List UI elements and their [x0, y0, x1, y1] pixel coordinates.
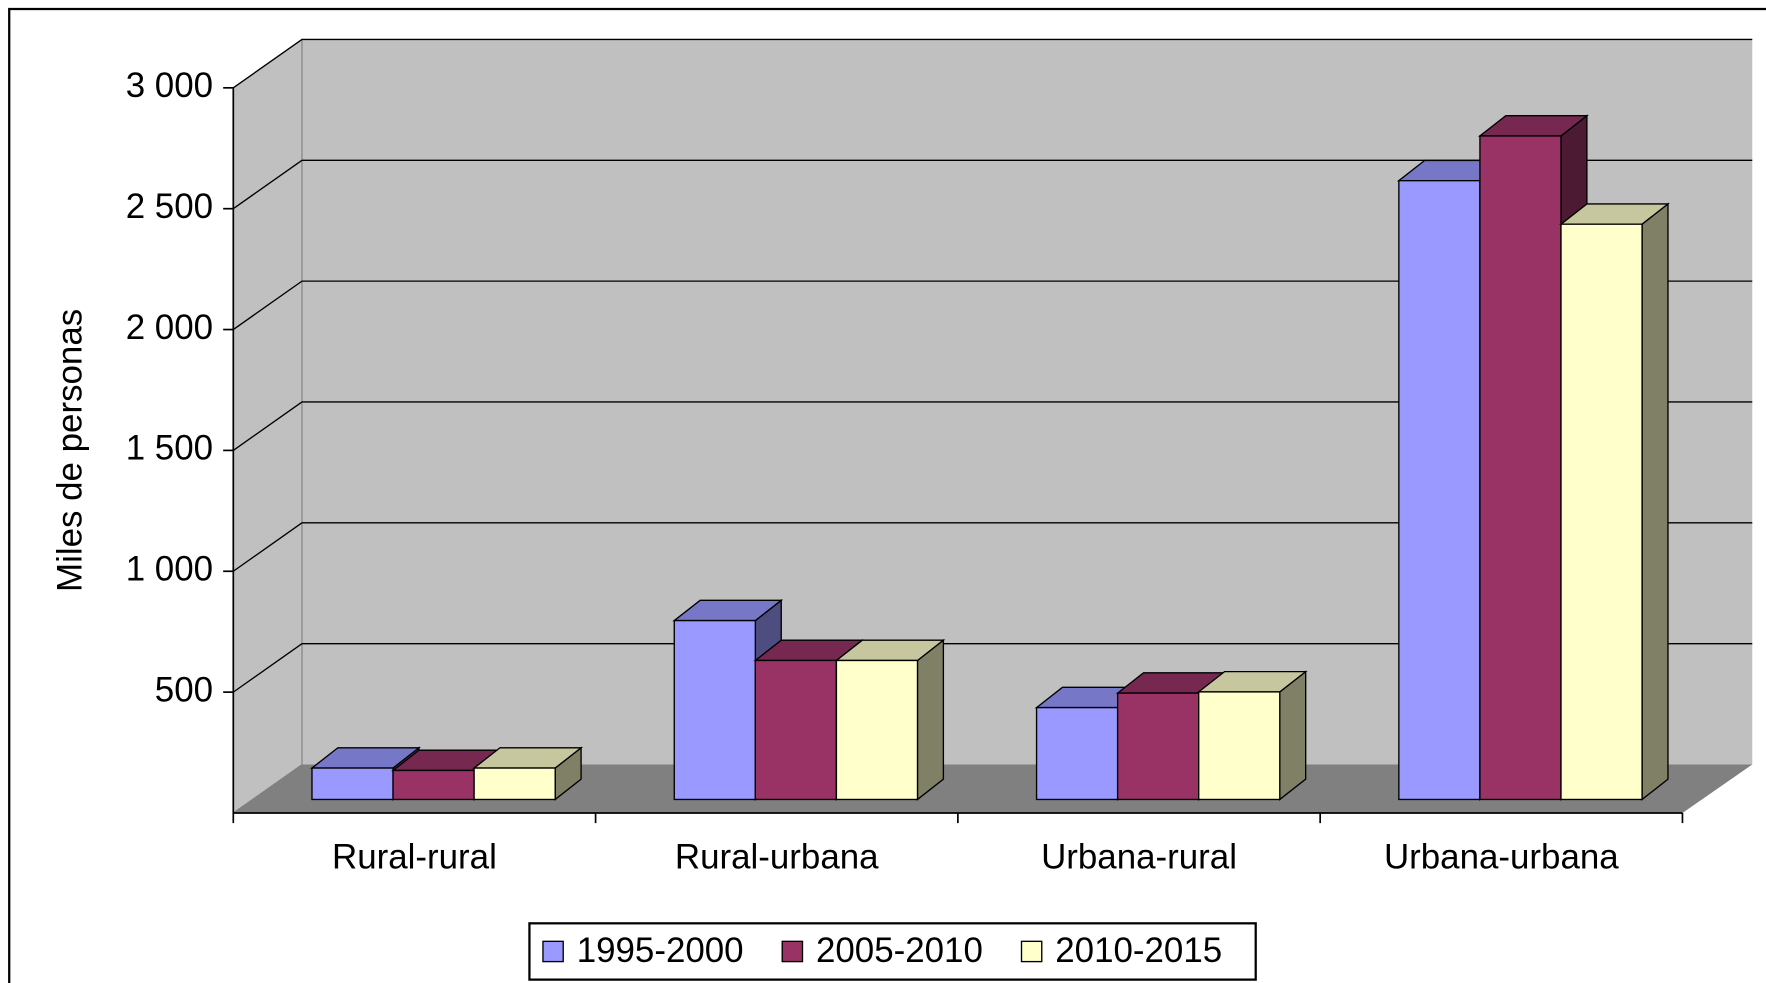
bar-front — [1398, 179, 1481, 801]
x-tick-label: Urbana-urbana — [1384, 837, 1619, 876]
legend-label: 2005-2010 — [816, 931, 983, 970]
legend-entries: 1995-2000 2005-2010 2010-2015 — [542, 931, 1222, 970]
bar — [472, 746, 584, 801]
x-tick-label: Rural-urbana — [675, 837, 879, 876]
bar-side — [1279, 670, 1307, 801]
grid-line — [232, 280, 1753, 331]
y-tick-label: 500 — [155, 670, 213, 709]
bar-side — [1641, 202, 1669, 801]
legend-swatch — [542, 940, 564, 963]
bar-front — [1116, 692, 1200, 801]
bar-front — [1198, 691, 1281, 801]
bar-front — [1479, 135, 1562, 801]
x-tick-label: Urbana-rural — [1041, 837, 1237, 876]
grid — [232, 38, 1753, 693]
legend-swatch — [781, 940, 804, 963]
y-tick-label: 3 000 — [126, 66, 213, 105]
bar-front — [835, 659, 919, 801]
grid-line — [232, 159, 1753, 210]
bar — [1196, 670, 1308, 801]
y-tick-label: 1 500 — [126, 429, 213, 468]
bar-front — [1035, 706, 1119, 801]
y-axis-title: Miles de personas — [50, 309, 89, 592]
y-tick-label: 2 500 — [126, 187, 213, 226]
grid-line — [232, 38, 1753, 89]
bar-front — [673, 619, 757, 801]
bar-front — [1560, 223, 1643, 801]
y-tick-label: 1 000 — [126, 549, 213, 588]
floor — [233, 764, 1753, 813]
bar — [1559, 202, 1670, 801]
grid-line — [232, 522, 1753, 572]
bar-side — [916, 638, 945, 801]
legend-label: 1995-2000 — [577, 931, 744, 970]
bar-front — [311, 767, 394, 801]
grid-line — [232, 643, 1753, 693]
bar-front — [473, 767, 556, 801]
bar — [834, 638, 946, 801]
bars — [310, 114, 1670, 801]
grid-line — [232, 401, 1753, 451]
x-tick-label: Rural-rural — [332, 837, 497, 876]
y-tick-label: 2 000 — [126, 308, 213, 347]
legend-swatch — [1020, 940, 1043, 963]
legend-label: 2010-2015 — [1055, 931, 1222, 970]
legend — [528, 922, 1257, 981]
bar-front — [392, 769, 475, 801]
bar-front — [754, 659, 838, 801]
